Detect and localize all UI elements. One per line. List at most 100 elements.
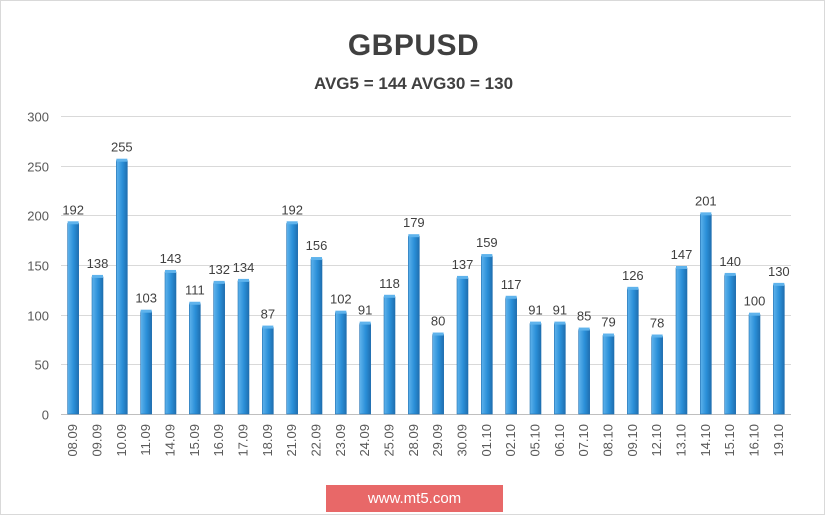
bar xyxy=(237,280,250,415)
data-label: 91 xyxy=(553,303,567,318)
data-label: 85 xyxy=(577,309,591,324)
bar xyxy=(335,312,347,415)
data-label: 103 xyxy=(135,291,157,306)
x-tick-label: 21.09 xyxy=(284,424,299,457)
x-tick-label: 13.10 xyxy=(674,424,689,457)
bar xyxy=(116,160,128,415)
bar-top xyxy=(140,309,152,313)
data-label: 179 xyxy=(403,215,425,230)
bar xyxy=(651,336,663,415)
bar-top xyxy=(603,333,614,337)
x-tick-label: 25.09 xyxy=(382,424,397,457)
bar xyxy=(627,288,639,415)
bar xyxy=(700,214,712,415)
x-tick-label: 19.10 xyxy=(771,424,786,457)
bar-top xyxy=(457,275,468,279)
data-label: 132 xyxy=(208,262,230,277)
bar-top xyxy=(189,301,201,305)
bar xyxy=(213,282,225,415)
bar xyxy=(408,235,420,415)
bar xyxy=(432,334,444,415)
bar-top xyxy=(262,325,274,329)
x-tick-label: 24.09 xyxy=(357,424,372,457)
bar-top xyxy=(700,212,712,216)
bar-top xyxy=(116,158,128,162)
data-label: 138 xyxy=(87,256,109,271)
x-tick-label: 09.09 xyxy=(90,424,105,457)
data-label: 91 xyxy=(358,303,372,318)
x-tick-label: 11.09 xyxy=(138,424,153,456)
y-tick-label: 300 xyxy=(27,110,49,125)
chart-subtitle: AVG5 = 144 AVG30 = 130 xyxy=(313,74,514,93)
bar-top xyxy=(773,282,785,286)
bar-top xyxy=(651,334,663,338)
x-tick-label: 05.10 xyxy=(528,424,543,457)
bar-top xyxy=(384,294,395,298)
bar-top xyxy=(481,254,493,258)
x-tick-label: 28.09 xyxy=(406,424,421,457)
x-tick-label: 02.10 xyxy=(503,424,518,457)
x-tick-label: 30.09 xyxy=(455,424,470,457)
x-tick-label: 14.10 xyxy=(698,424,713,457)
data-label: 78 xyxy=(650,316,664,331)
y-tick-label: 0 xyxy=(42,408,49,423)
data-label: 143 xyxy=(160,251,182,266)
data-label: 100 xyxy=(744,294,766,309)
bar-top xyxy=(67,221,79,225)
x-tick-label: 10.09 xyxy=(114,424,129,457)
bar xyxy=(262,327,274,415)
y-tick-label: 50 xyxy=(35,358,49,373)
data-label: 126 xyxy=(622,268,644,283)
y-tick-label: 150 xyxy=(27,259,49,274)
y-tick-label: 200 xyxy=(27,209,49,224)
bar xyxy=(383,296,396,415)
data-label: 80 xyxy=(431,314,445,329)
data-label: 102 xyxy=(330,292,352,307)
bar-top xyxy=(286,221,298,225)
bar-top xyxy=(627,286,639,290)
bar-top xyxy=(676,265,687,269)
watermark[interactable]: www.mt5.com xyxy=(326,485,503,512)
data-label: 111 xyxy=(185,283,205,298)
y-tick-label: 250 xyxy=(27,160,49,175)
data-label: 156 xyxy=(306,238,328,253)
x-tick-label: 17.09 xyxy=(236,424,251,457)
data-label: 137 xyxy=(452,257,474,272)
bar xyxy=(578,329,590,415)
bar xyxy=(529,323,542,415)
bar xyxy=(773,284,785,415)
x-tick-label: 29.09 xyxy=(430,424,445,457)
bar xyxy=(724,274,736,415)
bar-top xyxy=(408,234,420,238)
bar xyxy=(310,258,323,415)
bar xyxy=(481,255,493,415)
data-label: 192 xyxy=(62,202,84,217)
bar-top xyxy=(213,280,225,284)
x-tick-label: 15.09 xyxy=(187,424,202,457)
x-tick-label: 23.09 xyxy=(333,424,348,457)
x-tick-label: 06.10 xyxy=(552,424,567,457)
data-label: 192 xyxy=(281,202,303,217)
data-label: 87 xyxy=(261,307,275,322)
bar xyxy=(748,314,761,415)
x-tick-label: 09.10 xyxy=(625,424,640,457)
bar-top xyxy=(724,272,736,276)
y-tick-label: 100 xyxy=(27,309,49,324)
x-tick-label: 12.10 xyxy=(649,424,664,457)
bar xyxy=(602,335,615,415)
x-tick-label: 01.10 xyxy=(479,424,494,457)
x-tick-label: 07.10 xyxy=(576,424,591,457)
data-label: 130 xyxy=(768,264,790,279)
data-label: 255 xyxy=(111,140,133,155)
bar xyxy=(505,297,517,415)
bar-top xyxy=(432,332,444,336)
bar-top xyxy=(359,321,371,325)
data-label: 159 xyxy=(476,235,498,250)
bar-top xyxy=(505,295,517,299)
data-label: 134 xyxy=(233,260,255,275)
bar xyxy=(164,271,177,415)
data-label: 147 xyxy=(671,247,693,262)
data-label: 79 xyxy=(601,315,615,330)
bar xyxy=(286,222,298,415)
